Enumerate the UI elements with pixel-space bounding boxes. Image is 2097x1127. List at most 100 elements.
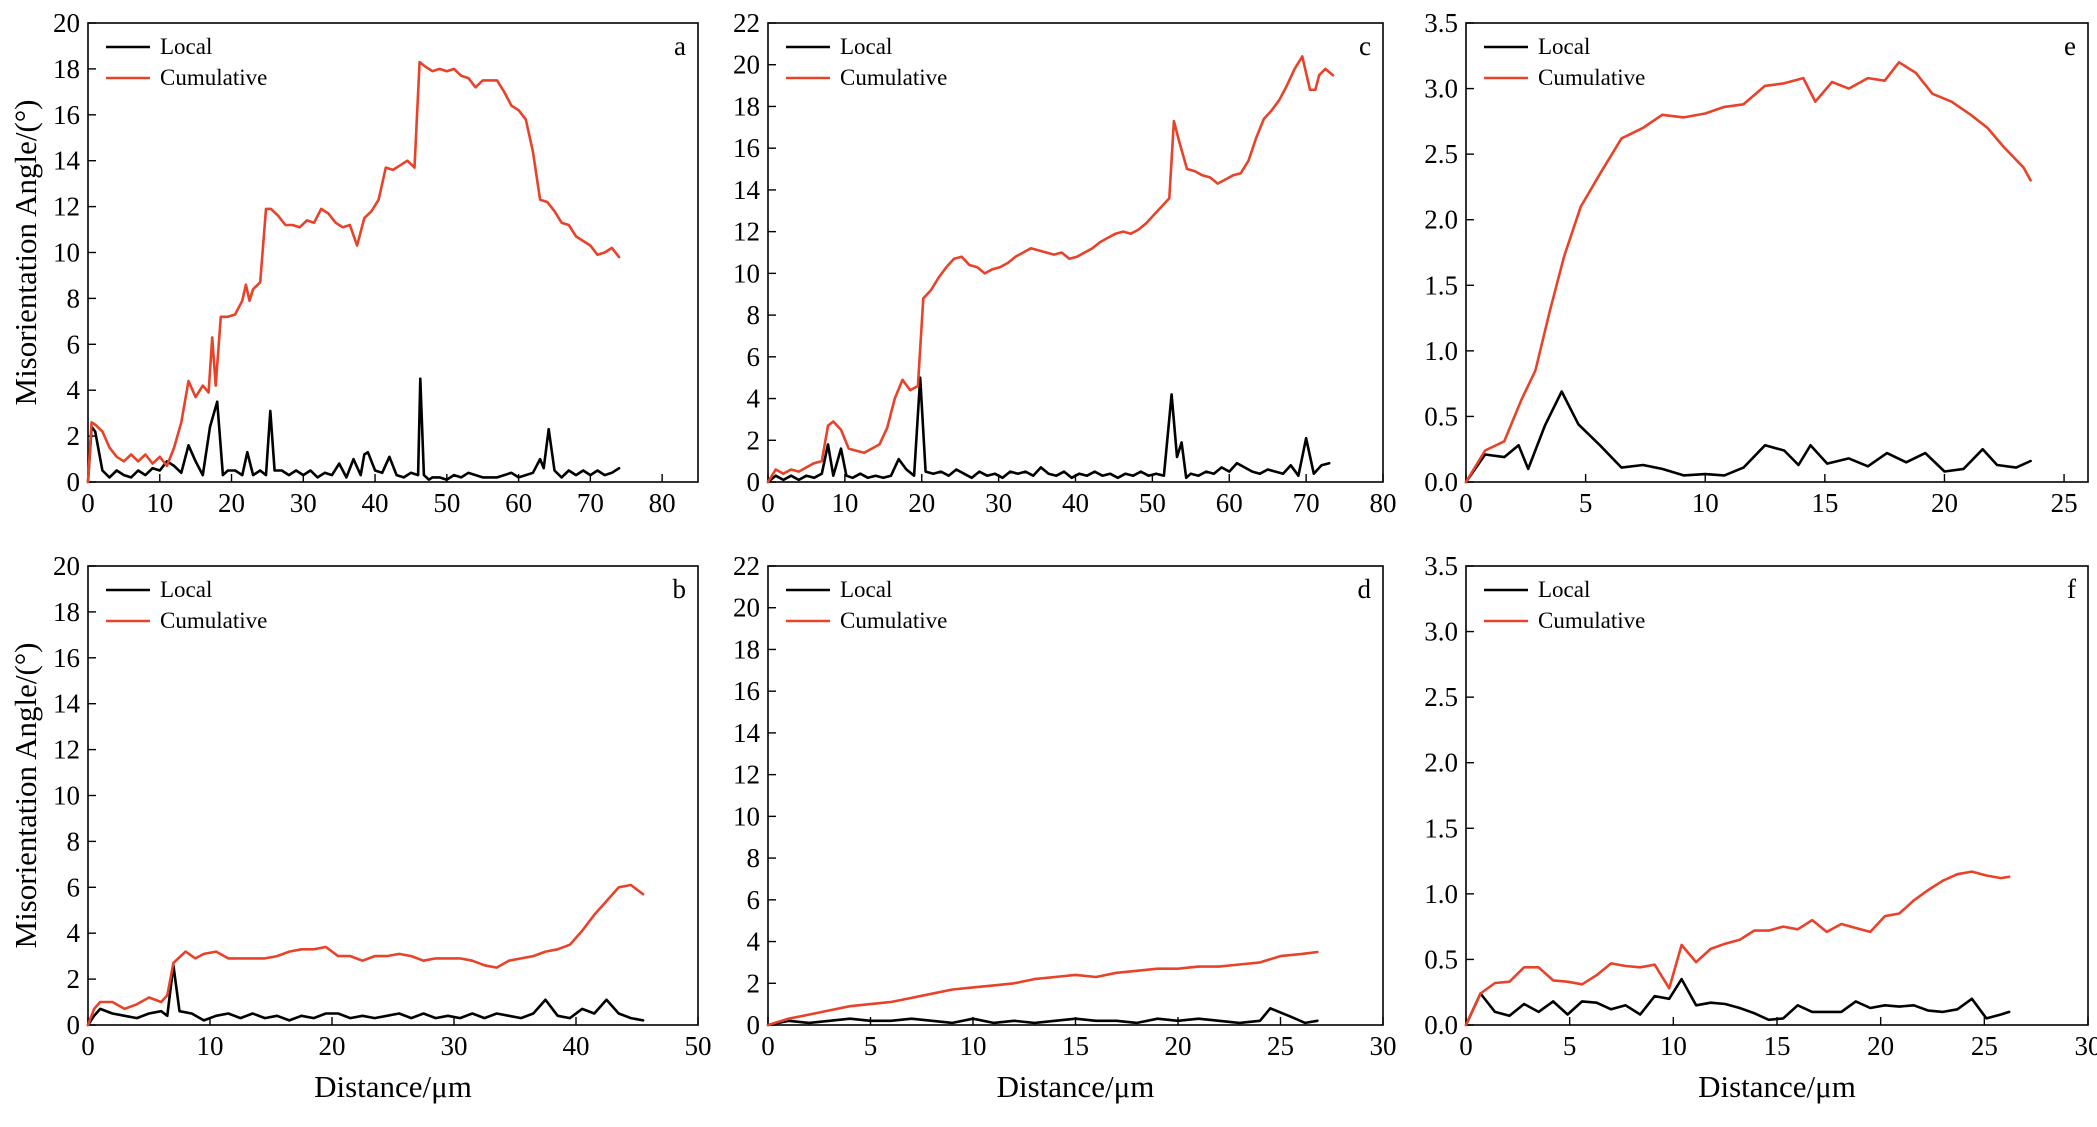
- y-tick-label: 18: [733, 634, 760, 664]
- y-tick-label: 20: [733, 50, 760, 80]
- chart-panel-e: 0 5 10 15 20 25 0.0 0.5 1.0 1.5 2.0 2.5 3.0 3.5 Local C…: [1424, 8, 2089, 518]
- y-tick-label: 3.5: [1424, 8, 1458, 38]
- series-line-local: [1464, 977, 2011, 1027]
- x-tick-label: 15: [1811, 488, 1838, 518]
- x-tick-label: 80: [1370, 488, 1397, 518]
- x-tick-label: 0: [81, 488, 95, 518]
- y-tick-label: 22: [733, 8, 760, 38]
- chart-panel-a: 0 10 20 30 40 50 60 70 80 0 2 4 6 8 10 12 14 16 18 20 Local C…: [8, 8, 699, 518]
- y-tick-label: 0: [747, 467, 761, 497]
- y-tick-label: 20: [733, 593, 760, 623]
- panel-label: d: [1358, 574, 1372, 604]
- y-tick-label: 12: [733, 217, 760, 247]
- x-tick-label: 30: [2075, 1031, 2097, 1061]
- series-line-local: [86, 964, 645, 1027]
- y-tick-label: 0.5: [1424, 944, 1458, 974]
- y-tick-label: 10: [53, 781, 80, 811]
- y-tick-label: 4: [67, 375, 81, 405]
- y-tick-label: 4: [747, 927, 761, 957]
- y-tick-label: 16: [53, 643, 80, 673]
- y-axis-title: Misorientation Angle/(°): [8, 100, 43, 406]
- y-tick-label: 0.0: [1424, 467, 1458, 497]
- y-tick-label: 6: [747, 885, 761, 915]
- y-tick-label: 20: [53, 8, 80, 38]
- x-tick-label: 10: [146, 488, 173, 518]
- legend: Local Cumulative: [106, 577, 267, 633]
- y-tick-label: 14: [733, 175, 761, 205]
- x-tick-label: 5: [1579, 488, 1593, 518]
- x-tick-label: 40: [563, 1031, 590, 1061]
- x-tick-label: 50: [1139, 488, 1166, 518]
- x-tick-label: 20: [1931, 488, 1958, 518]
- plot-frame: [767, 22, 1384, 483]
- x-tick-label: 60: [505, 488, 532, 518]
- y-tick-label: 16: [733, 133, 760, 163]
- plot-frame: [1465, 22, 2089, 483]
- x-tick-label: 60: [1216, 488, 1243, 518]
- y-tick-label: 4: [747, 384, 761, 414]
- x-tick-label: 20: [1165, 1031, 1192, 1061]
- y-tick-label: 6: [67, 872, 81, 902]
- y-tick-label: 2: [747, 968, 761, 998]
- y-tick-label: 14: [53, 689, 81, 719]
- y-tick-label: 4: [67, 918, 81, 948]
- y-tick-label: 14: [733, 718, 761, 748]
- x-axis-title: Distance/μm: [997, 1069, 1155, 1104]
- x-axis-title: Distance/μm: [1698, 1069, 1856, 1104]
- x-tick-label: 0: [761, 488, 775, 518]
- y-tick-label: 8: [747, 843, 761, 873]
- y-axis-title: Misorientation Angle/(°): [8, 643, 43, 949]
- y-tick-label: 16: [733, 676, 760, 706]
- series-line-cumulative: [766, 55, 1335, 484]
- x-tick-label: 40: [1062, 488, 1089, 518]
- x-tick-label: 15: [1062, 1031, 1089, 1061]
- y-tick-label: 0: [747, 1010, 761, 1040]
- y-tick-label: 12: [53, 735, 80, 765]
- y-tick-label: 0: [67, 467, 81, 497]
- y-tick-label: 8: [67, 283, 81, 313]
- y-tick-label: 2: [67, 964, 81, 994]
- y-tick-label: 2.5: [1424, 139, 1458, 169]
- y-tick-label: 12: [733, 760, 760, 790]
- y-tick-label: 20: [53, 551, 80, 581]
- series-line-local: [766, 1007, 1319, 1027]
- series-line-cumulative: [1464, 870, 2011, 1027]
- x-tick-label: 25: [1971, 1031, 1998, 1061]
- y-tick-label: 2: [67, 421, 81, 451]
- x-tick-label: 80: [649, 488, 676, 518]
- x-tick-label: 10: [960, 1031, 987, 1061]
- x-tick-label: 0: [761, 1031, 775, 1061]
- y-tick-label: 3.5: [1424, 551, 1458, 581]
- series-line-cumulative: [86, 60, 621, 484]
- legend-label-cumulative: Cumulative: [840, 608, 947, 633]
- y-tick-label: 22: [733, 551, 760, 581]
- y-tick-label: 0.0: [1424, 1010, 1458, 1040]
- legend-label-cumulative: Cumulative: [840, 65, 947, 90]
- y-tick-label: 3.0: [1424, 617, 1458, 647]
- y-tick-label: 6: [67, 329, 81, 359]
- legend-label-local: Local: [1538, 577, 1590, 602]
- y-tick-label: 16: [53, 100, 80, 130]
- x-tick-label: 30: [1370, 1031, 1397, 1061]
- legend-label-local: Local: [160, 34, 212, 59]
- y-tick-label: 1.0: [1424, 336, 1458, 366]
- chart-panel-b: 0 10 20 30 40 50 0 2 4 6 8 10 12 14 16 18 20 Local Cumulat…: [8, 551, 712, 1104]
- panel-label: b: [673, 574, 687, 604]
- x-tick-label: 0: [1459, 1031, 1473, 1061]
- series-line-cumulative: [86, 883, 645, 1027]
- x-tick-label: 70: [1293, 488, 1320, 518]
- x-tick-label: 15: [1764, 1031, 1791, 1061]
- y-tick-label: 14: [53, 146, 81, 176]
- x-tick-label: 10: [1660, 1031, 1687, 1061]
- y-tick-label: 12: [53, 192, 80, 222]
- legend: Local Cumulative: [786, 34, 947, 90]
- plot-frame: [1465, 565, 2089, 1026]
- x-tick-label: 0: [1459, 488, 1473, 518]
- x-tick-label: 20: [908, 488, 935, 518]
- legend: Local Cumulative: [1484, 34, 1645, 90]
- legend-label-local: Local: [840, 34, 892, 59]
- y-tick-label: 10: [733, 258, 760, 288]
- y-tick-label: 6: [747, 342, 761, 372]
- panel-label: c: [1359, 31, 1371, 61]
